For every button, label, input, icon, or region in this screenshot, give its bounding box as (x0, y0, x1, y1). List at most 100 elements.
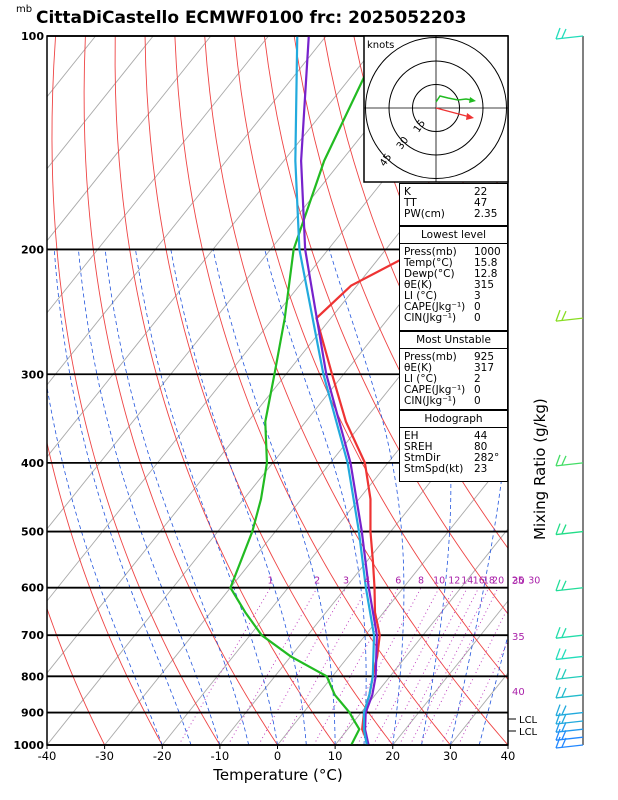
wind-barb (555, 579, 584, 592)
most-unstable-value: 925 (474, 351, 495, 363)
wind-barb (555, 27, 584, 40)
page-title: CittaDiCastello ECMWF0100 frc: 202505220… (36, 8, 467, 28)
mixing-ratio-label: 12 (448, 576, 460, 587)
most-unstable-heading: Most Unstable (400, 332, 507, 349)
series-dewpoint-line (229, 36, 385, 745)
dry-adiabat-line (533, 36, 618, 745)
moist-adiabat-line (78, 249, 221, 745)
lowest-level-value: 1000 (474, 246, 501, 258)
lowest-level-value: 12.8 (474, 268, 498, 280)
most-unstable-value: 2 (474, 373, 481, 385)
hodograph-stat-row: SREH 80 (400, 442, 507, 453)
lowest-level-key: Press(mb) (404, 246, 457, 258)
moist-adiabat-line (328, 249, 405, 745)
hodograph-stat-key: StmDir (404, 452, 441, 464)
hodograph-stat-value: 80 (474, 441, 488, 453)
mixing-ratio-label: 1 (267, 576, 273, 587)
dry-adiabat-line (592, 36, 618, 745)
wind-barb (555, 523, 584, 536)
moist-adiabat-line (104, 249, 250, 745)
index-key: PW(cm) (404, 208, 445, 220)
isotherm-line (47, 36, 269, 314)
dry-adiabat-line (47, 440, 163, 745)
temperature-tick-label: -40 (38, 749, 57, 763)
hodograph-stat-value: 44 (474, 430, 488, 442)
series-parcel-line (300, 36, 378, 745)
most-unstable-row: CIN(Jkg⁻¹) 0 (400, 396, 507, 407)
most-unstable-value: 0 (474, 395, 481, 407)
index-value: 22 (474, 186, 488, 198)
most-unstable-row: θE(K) 317 (400, 363, 507, 374)
hodograph-stat-value: 23 (474, 463, 488, 475)
most-unstable-value: 317 (474, 362, 495, 374)
indices-panel: K 22 TT 47 PW(cm) 2.35 (399, 183, 508, 226)
isotherm-line (392, 600, 508, 745)
temperature-tick-label: 0 (274, 749, 281, 763)
pressure-tick-label: 400 (21, 457, 44, 470)
lowest-level-row: Press(mb) 1000 (400, 247, 507, 258)
lcl-label: LCL (519, 727, 538, 738)
mixing-ratio-label: 8 (418, 576, 424, 587)
temperature-tick-label: -20 (153, 749, 172, 763)
hodograph-stats-panel: Hodograph EH 44 SREH 80 StmDir 282° StmSpd(kt)… (399, 410, 508, 482)
lowest-level-value: 0 (474, 312, 481, 324)
lowest-level-key: Temp(°C) (404, 257, 453, 269)
mixing-ratio-label: 3 (343, 576, 349, 587)
lowest-level-key: LI (°C) (404, 290, 438, 302)
pressure-tick-label: 1000 (13, 739, 44, 752)
hodograph-stat-key: SREH (404, 441, 433, 453)
wind-barb (555, 704, 584, 717)
index-value: 47 (474, 197, 488, 209)
most-unstable-row: Press(mb) 925 (400, 352, 507, 363)
mixing-ratio-label: 30 (528, 576, 540, 587)
dry-adiabat-line (263, 36, 508, 615)
most-unstable-key: LI (°C) (404, 373, 438, 385)
mixing-ratio-line (372, 587, 455, 745)
lowest-level-key: Dewp(°C) (404, 268, 455, 280)
hodograph-stat-key: StmSpd(kt) (404, 463, 464, 475)
theta-e-label: 30 (512, 576, 525, 587)
temperature-tick-label: 20 (385, 749, 400, 763)
index-key: TT (404, 197, 417, 209)
temperature-tick-label: 30 (443, 749, 458, 763)
mixing-ratio-label: 18 (483, 576, 495, 587)
lowest-level-row: CAPE(Jkg⁻¹) 0 (400, 302, 507, 313)
hodograph-stat-row: StmDir 282° (400, 453, 507, 464)
mixing-ratio-line (409, 587, 490, 745)
wind-barbs (555, 27, 584, 749)
lowest-level-value: 15.8 (474, 257, 498, 269)
lowest-level-row: Dewp(°C) 12.8 (400, 269, 507, 280)
hodograph-ring (388, 60, 484, 156)
wind-barb (555, 626, 584, 639)
most-unstable-key: CIN(Jkg⁻¹) (404, 395, 457, 407)
lowest-level-value: 3 (474, 290, 481, 302)
temperature-tick-label: -10 (210, 749, 229, 763)
lowest-level-panel: Lowest level Press(mb) 1000 Temp(°C) 15.8 De… (399, 226, 508, 331)
wind-barb (555, 686, 584, 699)
temperature-tick-label: -30 (95, 749, 114, 763)
index-row: K 22 (400, 187, 507, 198)
profile-lines (229, 36, 508, 745)
pressure-tick-label: 800 (21, 670, 44, 683)
hodograph-trace (435, 95, 473, 103)
moist-adiabat-line (507, 743, 508, 745)
mixing-ratio-label: 6 (395, 576, 401, 587)
theta-e-label: 40 (512, 687, 525, 698)
dry-adiabat-line (51, 36, 221, 745)
isotherm-line (47, 36, 442, 530)
mixing-ratio-line (227, 587, 318, 745)
pressure-tick-label: 100 (21, 30, 44, 43)
pressure-tick-label: 200 (21, 243, 44, 256)
mixing-ratio-label: 25 (512, 576, 524, 587)
hodograph-ring (365, 37, 507, 179)
storm-motion-arrowhead (466, 113, 474, 120)
isotherm-line (104, 240, 508, 745)
wind-barb (555, 648, 584, 661)
mixing-ratio-label: 14 (461, 576, 473, 587)
index-row: PW(cm) 2.35 (400, 209, 507, 220)
lcl-label: LCL (519, 715, 538, 726)
dry-adiabat-line (83, 36, 278, 745)
mixing-ratio-line (337, 587, 422, 745)
pressure-tick-label: 900 (21, 707, 44, 720)
